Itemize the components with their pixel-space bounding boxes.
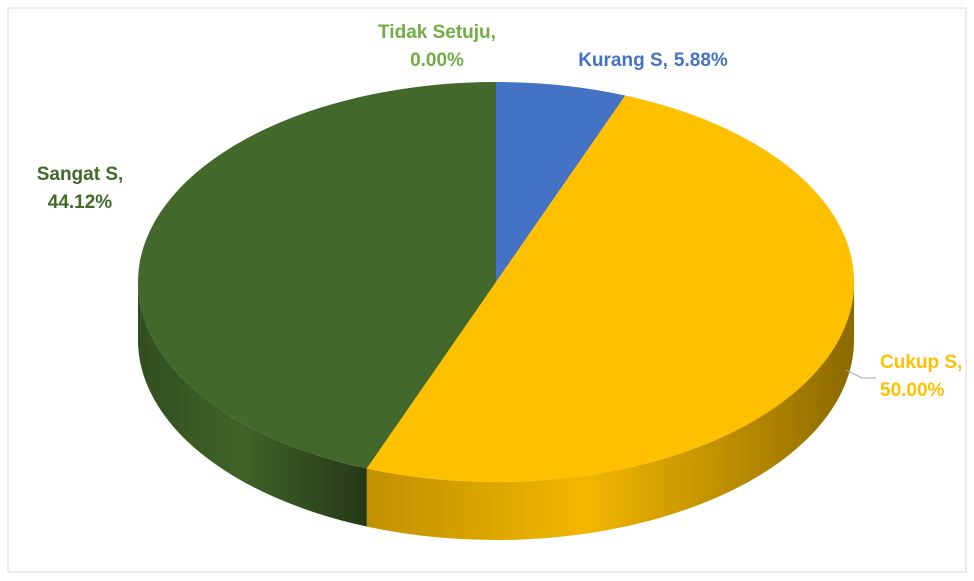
- data-label: Sangat S, 44.12%: [37, 164, 124, 213]
- slice: [366, 95, 855, 483]
- slice: [496, 82, 626, 282]
- label-separator: ,: [957, 352, 962, 373]
- label-value: 5.88%: [674, 50, 728, 71]
- label-separator: ,: [663, 50, 668, 71]
- label-value: 44.12%: [48, 192, 113, 213]
- slice: [138, 82, 497, 469]
- label-separator: ,: [491, 22, 496, 43]
- label-value: 0.00%: [410, 50, 464, 71]
- data-label: Cukup S, 50.00%: [880, 352, 962, 401]
- side-shade: [138, 282, 367, 527]
- label-value: 50.00%: [880, 380, 945, 401]
- label-category: Sangat S: [37, 164, 118, 185]
- label-category: Cukup S: [880, 352, 957, 373]
- plot-area: Tidak Setuju, 0.00% Kurang S, 5.88% Cukup S,…: [37, 22, 962, 540]
- label-separator: ,: [118, 164, 123, 185]
- data-label: Kurang S, 5.88%: [578, 50, 728, 71]
- label-category: Tidak Setuju: [378, 22, 491, 43]
- data-label: Tidak Setuju, 0.00%: [378, 22, 496, 71]
- side-shade: [366, 282, 854, 540]
- label-category: Kurang S: [578, 50, 662, 71]
- leader-line: [845, 369, 876, 379]
